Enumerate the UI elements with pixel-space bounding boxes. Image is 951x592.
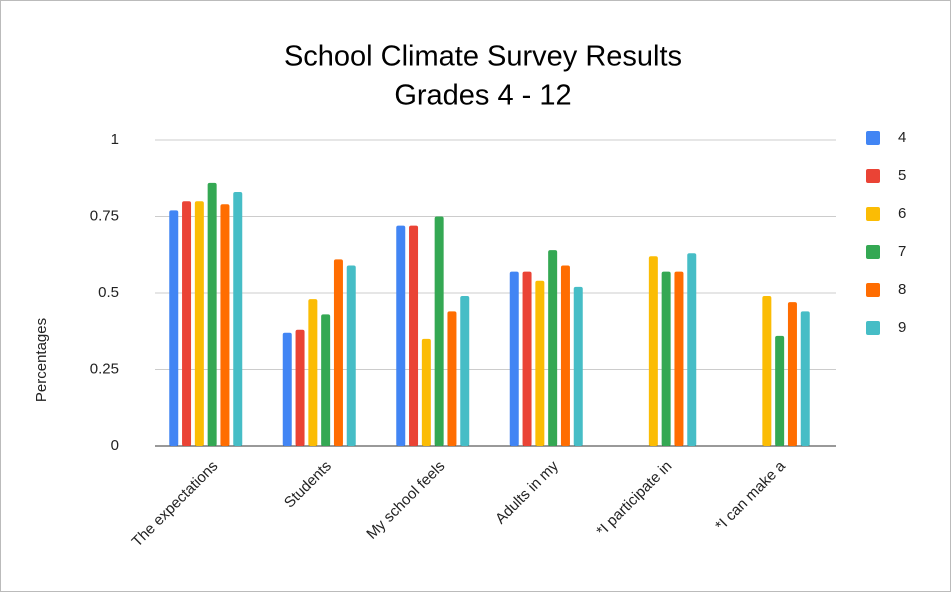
chart-subtitle: Grades 4 - 12 [394,80,571,112]
bar [169,210,179,446]
bar [182,201,192,446]
bar [295,329,305,446]
legend-swatch [866,245,880,259]
y-tick-label: 0.75 [90,207,119,224]
bar [522,271,532,446]
legend-label: 9 [898,319,906,336]
bar [800,311,810,446]
legend-swatch [866,321,880,335]
legend-swatch [866,169,880,183]
legend-swatch [866,283,880,297]
bar [194,201,204,446]
bar [321,314,331,446]
bar [787,302,797,446]
legend-swatch [866,207,880,221]
bar [775,335,785,446]
legend-swatch [866,131,880,145]
bar [333,259,343,446]
bar [396,225,406,446]
y-tick-label: 0.5 [98,284,119,301]
bar [447,311,457,446]
y-axis-label: Percentages [33,318,50,402]
bar [548,250,558,446]
bar [220,204,230,446]
bar [460,296,470,446]
legend-label: 8 [898,281,906,298]
y-tick-label: 0 [111,437,119,454]
bar [661,271,671,446]
bar [434,216,444,446]
bar [282,332,292,446]
legend-label: 4 [898,129,906,146]
bar [346,265,356,446]
bar [535,280,545,446]
bar [560,265,570,446]
bar [308,299,318,446]
bar [233,192,243,446]
legend-label: 6 [898,205,906,222]
bar [687,253,697,446]
bar [573,286,583,446]
bar [674,271,684,446]
chart-title: School Climate Survey Results [284,41,682,73]
y-tick-label: 0.25 [90,360,119,377]
bar [207,182,217,446]
legend-label: 7 [898,243,906,260]
bar [509,271,519,446]
bar [648,256,658,446]
bar [409,225,419,446]
bar [762,296,772,446]
y-tick-label: 1 [111,131,119,148]
bar [421,338,431,446]
legend-label: 5 [898,167,906,184]
